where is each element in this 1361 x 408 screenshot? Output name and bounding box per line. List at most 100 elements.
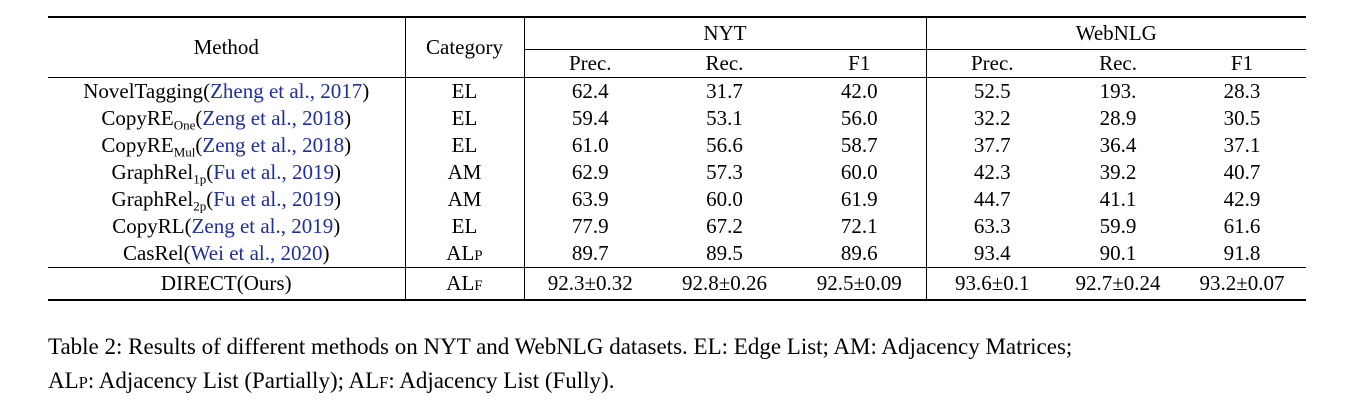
- metric-header: Rec.: [1058, 49, 1179, 78]
- value-cell: 42.3: [973, 160, 1011, 184]
- value-cell-best: 92.5±0.09: [793, 267, 927, 301]
- category-label: AM: [447, 187, 482, 211]
- method-cell: CopyREOne(Zeng et al., 2018): [48, 105, 406, 133]
- value-cell: 89.7: [571, 241, 609, 265]
- value-cell: 37.7: [973, 133, 1011, 157]
- value-cell: 193.: [1099, 79, 1137, 103]
- citation-link[interactable]: Zheng et al., 2017: [210, 79, 363, 103]
- value-cell: 53.1: [706, 106, 743, 130]
- metric-header: F1: [793, 49, 927, 78]
- metric-header: Prec.: [524, 49, 656, 78]
- method-subscript: Mul: [173, 144, 196, 160]
- table-row: GraphRel1p(Fu et al., 2019) AM 62.9 57.3 60.…: [48, 159, 1306, 186]
- category-label: AL: [446, 240, 475, 265]
- category-cell: AM: [405, 186, 525, 213]
- citation-link[interactable]: Zeng et al., 2018: [202, 133, 345, 157]
- table-row: NovelTagging(Zheng et al., 2017) EL 62.4 31…: [48, 77, 1306, 105]
- method-cell: GraphRel1p(Fu et al., 2019): [48, 159, 406, 187]
- value-cell: 62.9: [571, 160, 609, 184]
- value-cell-best: 92.8±0.26: [656, 267, 793, 301]
- value-cell: 57.3: [706, 160, 743, 184]
- value-cell: 56.6: [706, 133, 743, 157]
- category-header: Category: [405, 16, 525, 78]
- category-cell: ALP: [405, 240, 525, 268]
- caption-abbrev-sub: F: [379, 373, 389, 392]
- header-row-groups: Method Category NYT WebNLG: [48, 16, 1307, 78]
- table-row: CasRel(Wei et al., 2020) ALP 89.7 89.5 89.6 9…: [48, 240, 1306, 268]
- citation-link[interactable]: Zeng et al., 2018: [202, 106, 345, 130]
- value-cell: 61.6: [1223, 214, 1261, 238]
- value-cell: 62.4: [571, 79, 609, 103]
- value-cell: 40.7: [1223, 160, 1261, 184]
- webnlg-group-header: WebNLG: [926, 16, 1307, 50]
- caption-text-3: : Adjacency List (Fully).: [388, 368, 615, 393]
- value-cell-best: 93.6±0.1: [926, 267, 1059, 301]
- value-cell: 60.0: [706, 187, 743, 211]
- method-subscript: 1p: [193, 171, 207, 187]
- value-cell: 42.0: [793, 77, 927, 105]
- table-caption: Table 2: Results of different methods on…: [48, 330, 1318, 400]
- category-label: AL: [446, 270, 475, 295]
- category-cell: EL: [405, 132, 525, 159]
- category-cell: EL: [405, 77, 525, 105]
- method-name: CasRel: [122, 241, 184, 265]
- method-subscript: 2p: [193, 198, 207, 214]
- category-label: EL: [451, 79, 478, 103]
- method-subscript: One: [173, 117, 196, 133]
- category-label: EL: [451, 214, 478, 238]
- value-cell-best: 93.2±0.07: [1178, 267, 1307, 301]
- metric-header: F1: [1178, 49, 1307, 78]
- results-table: Method Category NYT WebNLG Prec. Rec. F1…: [48, 16, 1307, 301]
- table-row: CopyRL(Zeng et al., 2019) EL 77.9 67.2 72.1 6…: [48, 213, 1306, 240]
- value-cell: 41.1: [1099, 187, 1137, 211]
- caption-text: Results of different methods on NYT and …: [128, 334, 1073, 359]
- citation-link[interactable]: Fu et al., 2019: [213, 187, 334, 211]
- category-cell: ALF: [405, 267, 525, 301]
- category-label: AM: [447, 160, 482, 184]
- method-cell: CopyRL(Zeng et al., 2019): [48, 213, 406, 240]
- citation-link[interactable]: Fu et al., 2019: [213, 160, 334, 184]
- value-cell: 32.2: [973, 106, 1011, 130]
- value-cell: 56.0: [793, 105, 927, 132]
- category-cell: EL: [405, 105, 525, 132]
- table-row: CopyREOne(Zeng et al., 2018) EL 59.4 53.1 56…: [48, 105, 1306, 132]
- value-cell: 63.9: [571, 187, 609, 211]
- value-cell: 67.2: [706, 214, 743, 238]
- value-cell: 61.9: [793, 186, 927, 213]
- value-cell: 61.0: [571, 133, 609, 157]
- category-subscript: P: [474, 247, 483, 264]
- value-cell: 42.9: [1223, 187, 1261, 211]
- method-cell: DIRECT(Ours): [48, 267, 406, 301]
- value-cell: 31.7: [706, 79, 743, 103]
- value-cell-best: 92.3±0.32: [524, 267, 656, 301]
- value-cell: 39.2: [1099, 160, 1137, 184]
- value-cell: 89.6: [793, 240, 927, 268]
- value-cell: 52.5: [973, 79, 1011, 103]
- citation-link[interactable]: Zeng et al., 2019: [191, 214, 334, 238]
- caption-abbrev: ALP: [48, 368, 88, 393]
- value-cell: 44.7: [973, 187, 1011, 211]
- header-row-metrics: Prec. Rec. F1 Prec. Rec. F1: [48, 49, 1307, 78]
- value-cell: 59.4: [571, 106, 609, 130]
- value-cell: 77.9: [571, 214, 609, 238]
- category-cell: EL: [405, 213, 525, 240]
- method-name: CopyRE: [101, 106, 174, 130]
- value-cell: 28.9: [1099, 106, 1137, 130]
- method-name: NovelTagging: [83, 79, 204, 103]
- table-row-ours: DIRECT(Ours) ALF 92.3±0.32 92.8±0.26 92.5±0.…: [48, 267, 1307, 301]
- value-cell: 63.3: [973, 214, 1011, 238]
- value-cell: 89.5: [706, 241, 743, 265]
- table-row: GraphRel2p(Fu et al., 2019) AM 63.9 60.0 61.…: [48, 186, 1306, 213]
- category-label: EL: [451, 106, 478, 130]
- method-name: CopyRE: [101, 133, 174, 157]
- value-cell: 36.4: [1099, 133, 1137, 157]
- method-name: GraphRel: [111, 187, 194, 211]
- table-body: NovelTagging(Zheng et al., 2017) EL 62.4 31…: [48, 77, 1307, 301]
- value-cell: 59.9: [1099, 214, 1137, 238]
- category-cell: AM: [405, 159, 525, 186]
- citation-link[interactable]: Wei et al., 2020: [190, 241, 323, 265]
- value-cell: 93.4: [973, 241, 1011, 265]
- value-cell: 30.5: [1223, 106, 1261, 130]
- value-cell-best: 92.7±0.24: [1058, 267, 1179, 301]
- value-cell: 37.1: [1223, 133, 1261, 157]
